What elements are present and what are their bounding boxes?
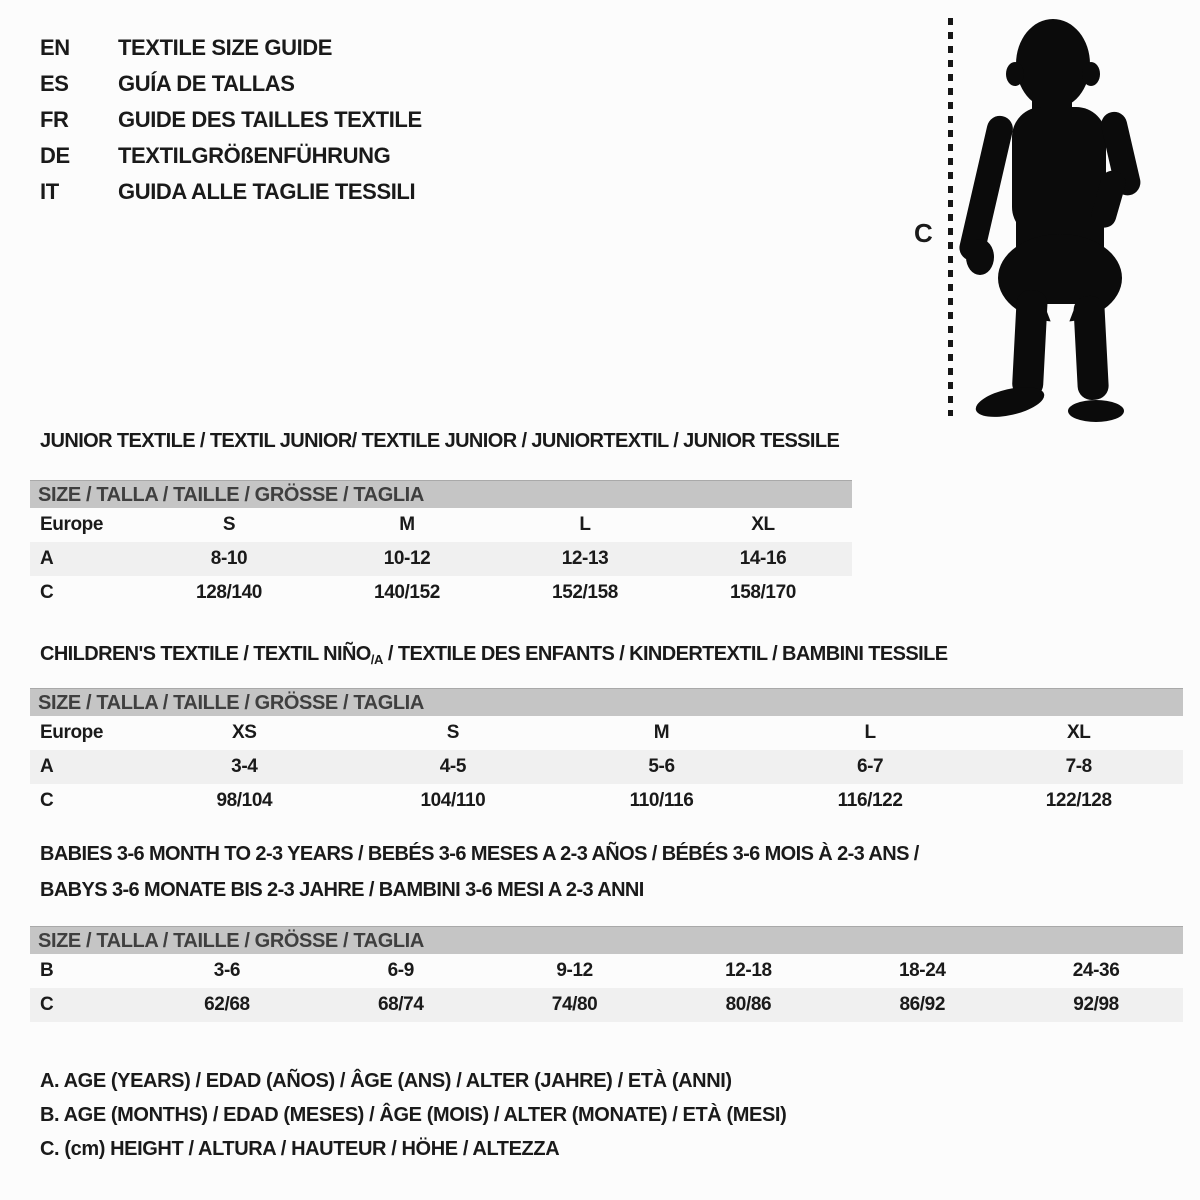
table-cell: 9-12 [556, 960, 593, 981]
table-cell: 80/86 [725, 994, 772, 1015]
column-header: L [579, 514, 591, 535]
table-cell: 152/158 [552, 582, 618, 603]
row-label: B [40, 960, 54, 981]
babies-section-title-line2: BABYS 3-6 MONATE BIS 2-3 JAHRE / BAMBINI… [40, 879, 644, 901]
column-header: S [222, 514, 236, 535]
children-size-header-bar: SIZE / TALLA / TAILLE / GRÖSSE / TAGLIA [30, 688, 1183, 716]
language-code: FR [40, 107, 69, 132]
column-header: XS [232, 722, 257, 743]
table-cell: 74/80 [551, 994, 598, 1015]
column-header: S [446, 722, 460, 743]
babies-size-table: SIZE / TALLA / TAILLE / GRÖSSE / TAGLIA … [30, 926, 1183, 1022]
table-cell: 110/116 [629, 790, 694, 811]
column-header: L [864, 722, 876, 743]
table-cell: 6-9 [387, 960, 415, 981]
babies-row-months: B 3-6 6-9 9-12 12-18 18-24 24-36 [30, 954, 1183, 988]
height-measure-label: C [914, 218, 933, 248]
language-row-en: EN TEXTILE SIZE GUIDE [40, 30, 422, 66]
table-cell: 8-10 [210, 548, 248, 569]
language-row-it: IT GUIDA ALLE TAGLIE TESSILI [40, 174, 422, 210]
table-cell: 86/92 [899, 994, 946, 1015]
legend-age-months: B. AGE (MONTHS) / EDAD (MESES) / ÂGE (MO… [40, 1104, 787, 1126]
language-code: EN [40, 35, 70, 60]
table-cell: 158/170 [730, 582, 796, 603]
language-title: GUIDE DES TAILLES TEXTILE [118, 107, 422, 132]
children-section-title: CHILDREN'S TEXTILE / TEXTIL NIÑO/A / TEX… [40, 643, 948, 667]
table-cell: 92/98 [1073, 994, 1119, 1015]
table-cell: 10-12 [383, 548, 431, 569]
table-cell: 122/128 [1045, 790, 1112, 811]
toddler-silhouette [959, 19, 1141, 422]
babies-size-header-bar: SIZE / TALLA / TAILLE / GRÖSSE / TAGLIA [30, 926, 1183, 954]
row-label: A [40, 756, 54, 777]
children-row-height: C 98/104 104/110 110/116 116/122 122/128 [30, 784, 1183, 818]
height-measure-dashed-line [948, 18, 953, 416]
language-title: TEXTILE SIZE GUIDE [118, 35, 333, 60]
table-cell: 140/152 [374, 582, 440, 603]
row-label: C [40, 582, 54, 603]
language-code: DE [40, 143, 70, 168]
children-title-sub: /A [370, 652, 384, 667]
language-row-de: DE TEXTILGRÖßENFÜHRUNG [40, 138, 422, 174]
table-cell: 24-36 [1072, 960, 1120, 981]
column-header: XL [1066, 722, 1091, 743]
babies-section-title-line1: BABIES 3-6 MONTH TO 2-3 YEARS / BEBÉS 3-… [40, 843, 919, 865]
junior-size-header-bar: SIZE / TALLA / TAILLE / GRÖSSE / TAGLIA [30, 480, 852, 508]
table-cell: 62/68 [204, 994, 250, 1015]
table-cell: 12-18 [725, 960, 772, 981]
language-title: GUÍA DE TALLAS [118, 71, 295, 96]
table-cell: 7-8 [1065, 756, 1093, 777]
junior-row-age: A 8-10 10-12 12-13 14-16 [30, 542, 852, 576]
table-cell: 5-6 [648, 756, 675, 777]
language-row-es: ES GUÍA DE TALLAS [40, 66, 422, 102]
region-label: Europe [40, 514, 104, 535]
children-columns-row: Europe XS S M L XL [30, 716, 1183, 750]
language-row-fr: FR GUIDE DES TAILLES TEXTILE [40, 102, 422, 138]
table-cell: 12-13 [561, 548, 609, 569]
junior-size-table: SIZE / TALLA / TAILLE / GRÖSSE / TAGLIA … [30, 480, 852, 610]
children-title-prefix: CHILDREN'S TEXTILE / TEXTIL NIÑO [40, 643, 371, 665]
table-cell: 4-5 [439, 756, 467, 777]
column-header: XL [751, 514, 775, 535]
language-code: ES [40, 71, 69, 96]
table-cell: 3-4 [231, 756, 258, 777]
language-title: GUIDA ALLE TAGLIE TESSILI [118, 179, 416, 204]
table-cell: 68/74 [377, 994, 424, 1015]
babies-row-height: C 62/68 68/74 74/80 80/86 86/92 92/98 [30, 988, 1183, 1022]
junior-row-height: C 128/140 140/152 152/158 158/170 [30, 576, 852, 610]
junior-columns-row: Europe S M L XL [30, 508, 852, 542]
table-cell: 3-6 [213, 960, 241, 981]
row-label: A [40, 548, 54, 569]
children-title-suffix: / TEXTILE DES ENFANTS / KINDERTEXTIL / B… [382, 643, 948, 665]
column-header: M [399, 514, 415, 535]
language-title: TEXTILGRÖßENFÜHRUNG [118, 143, 391, 168]
children-size-table: SIZE / TALLA / TAILLE / GRÖSSE / TAGLIA … [30, 688, 1183, 818]
region-label: Europe [40, 722, 104, 743]
junior-section-title: JUNIOR TEXTILE / TEXTIL JUNIOR/ TEXTILE … [40, 430, 840, 452]
table-cell: 6-7 [856, 756, 884, 777]
row-label: C [40, 994, 54, 1015]
table-cell: 104/110 [420, 790, 486, 811]
column-header: M [653, 722, 670, 743]
table-cell: 128/140 [196, 582, 262, 603]
row-label: C [40, 790, 54, 811]
language-code: IT [40, 179, 59, 204]
children-row-age: A 3-4 4-5 5-6 6-7 7-8 [30, 750, 1183, 784]
table-cell: 98/104 [216, 790, 273, 811]
language-list: EN TEXTILE SIZE GUIDE ES GUÍA DE TALLAS … [40, 30, 422, 210]
table-cell: 18-24 [898, 960, 946, 981]
table-cell: 14-16 [739, 548, 787, 569]
legend-age-years: A. AGE (YEARS) / EDAD (AÑOS) / ÂGE (ANS)… [40, 1070, 732, 1092]
table-cell: 116/122 [837, 790, 903, 811]
legend-height-cm: C. (cm) HEIGHT / ALTURA / HAUTEUR / HÖHE… [40, 1138, 560, 1160]
